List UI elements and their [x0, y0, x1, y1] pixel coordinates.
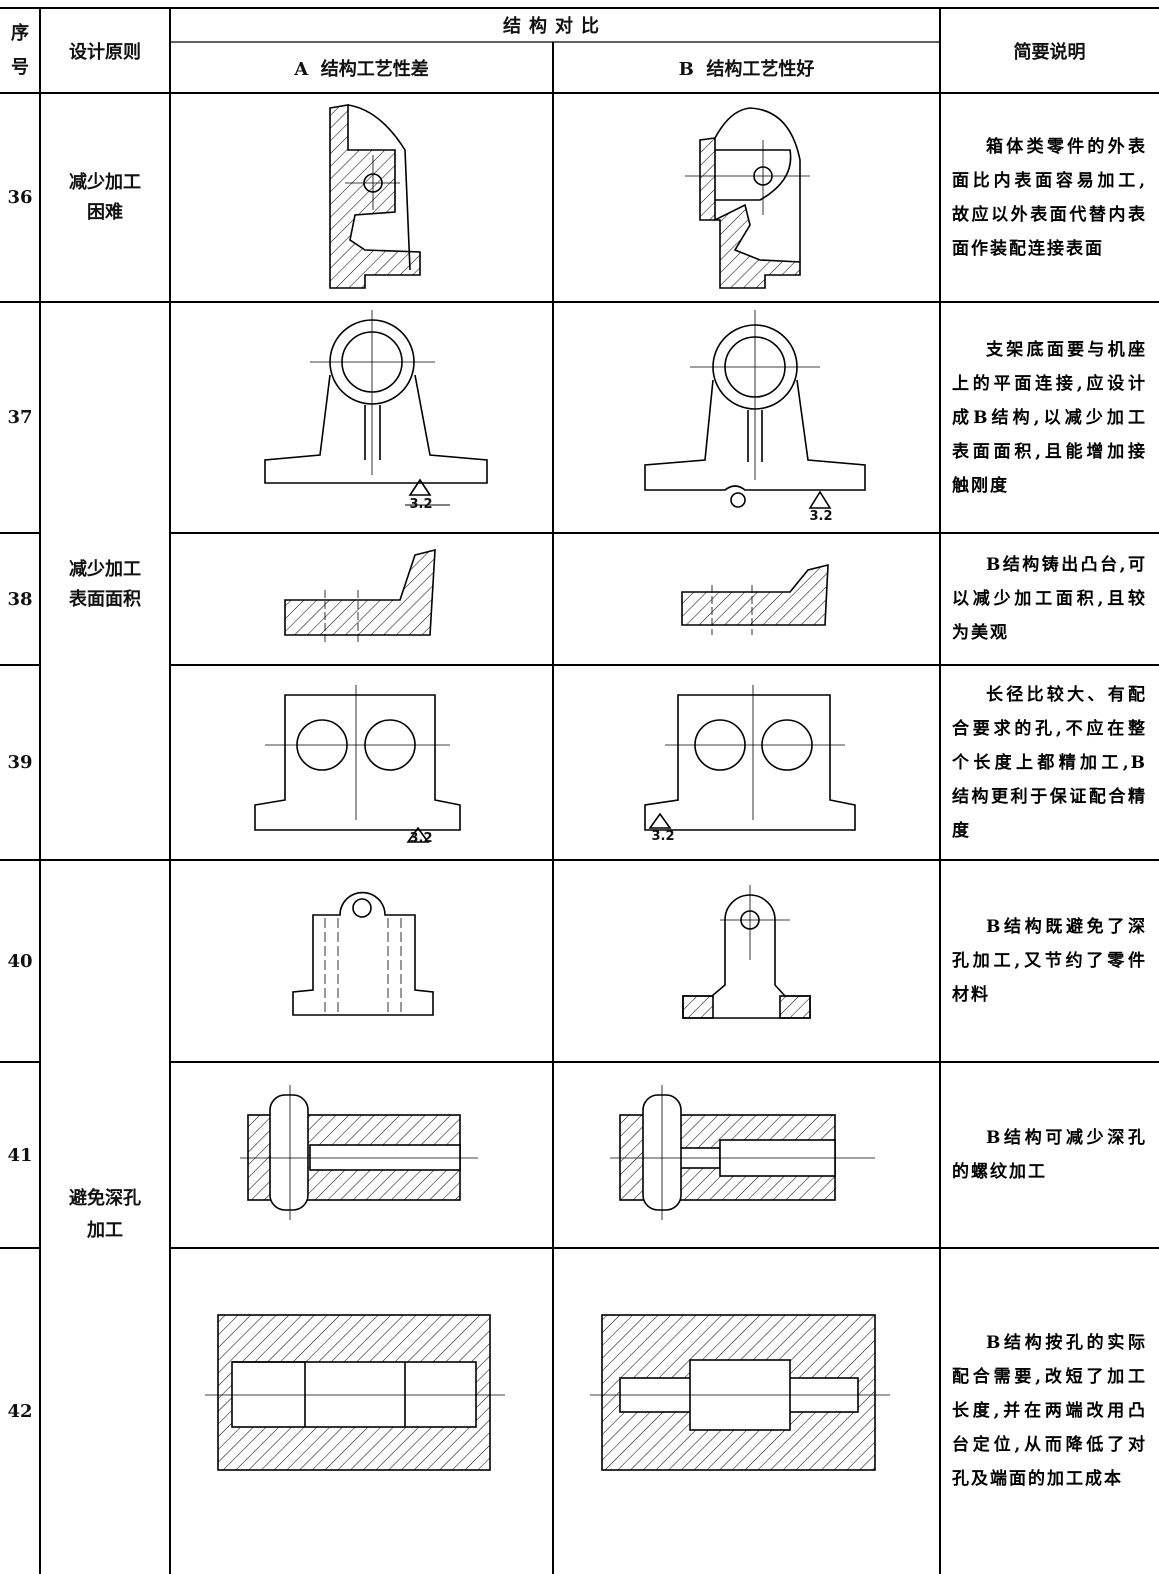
note-text: B结构铸出凸台,可以减少加工面积,且较为美观	[952, 555, 1147, 643]
roughness: 3.2	[409, 496, 433, 512]
roughness: 3.2	[651, 828, 675, 844]
group-label: 避免深孔加工	[69, 1188, 141, 1241]
row-number: 41	[7, 1144, 33, 1166]
note: B结构既避免了深孔加工,又节约了零件材料	[940, 860, 1159, 1062]
header-index: 序号	[11, 23, 29, 78]
header-a: A 结构工艺性差	[294, 58, 429, 80]
row-number: 40	[7, 950, 33, 972]
note-text: 箱体类零件的外表面比内表面容易加工,故应以外表面代替内表面作装配连接表面	[952, 136, 1147, 259]
note: B结构铸出凸台,可以减少加工面积,且较为美观	[940, 533, 1159, 665]
row-number: 36	[7, 187, 33, 208]
note-text: 长径比较大、有配合要求的孔,不应在整个长度上都精加工,B结构更利于保证配合精度	[952, 684, 1147, 841]
row-number: 39	[7, 752, 33, 773]
row-number: 42	[7, 1400, 33, 1422]
note-text: B结构可减少深孔的螺纹加工	[952, 1128, 1147, 1182]
note-text: B结构按孔的实际配合需要,改短了加工长度,并在两端改用凸台定位,从而降低了对孔及…	[952, 1333, 1147, 1489]
header-principle: 设计原则	[69, 41, 141, 63]
row-number: 37	[7, 407, 33, 428]
header-comparison: 结构对比	[503, 16, 607, 37]
note: 箱体类零件的外表面比内表面容易加工,故应以外表面代替内表面作装配连接表面	[940, 93, 1159, 302]
note-text: 支架底面要与机座上的平面连接,应设计成B结构,以减少加工表面面积,且能增加接触刚…	[952, 339, 1147, 496]
group-label: 减少加工表面面积	[69, 559, 141, 610]
note: B结构按孔的实际配合需要,改短了加工长度,并在两端改用凸台定位,从而降低了对孔及…	[940, 1248, 1159, 1574]
header-b: B 结构工艺性好	[678, 58, 815, 80]
roughness: 3.2	[809, 508, 833, 524]
row-number: 38	[7, 588, 33, 610]
note: 支架底面要与机座上的平面连接,应设计成B结构,以减少加工表面面积,且能增加接触刚…	[940, 302, 1159, 533]
note: 长径比较大、有配合要求的孔,不应在整个长度上都精加工,B结构更利于保证配合精度	[940, 665, 1159, 860]
drawings	[205, 104, 890, 1471]
group-label: 减少加工困难	[69, 171, 141, 223]
roughness: 3.2	[409, 830, 433, 846]
header-note: 简要说明	[1013, 41, 1086, 63]
note-text: B结构既避免了深孔加工,又节约了零件材料	[952, 917, 1147, 1005]
note: B结构可减少深孔的螺纹加工	[940, 1062, 1159, 1248]
